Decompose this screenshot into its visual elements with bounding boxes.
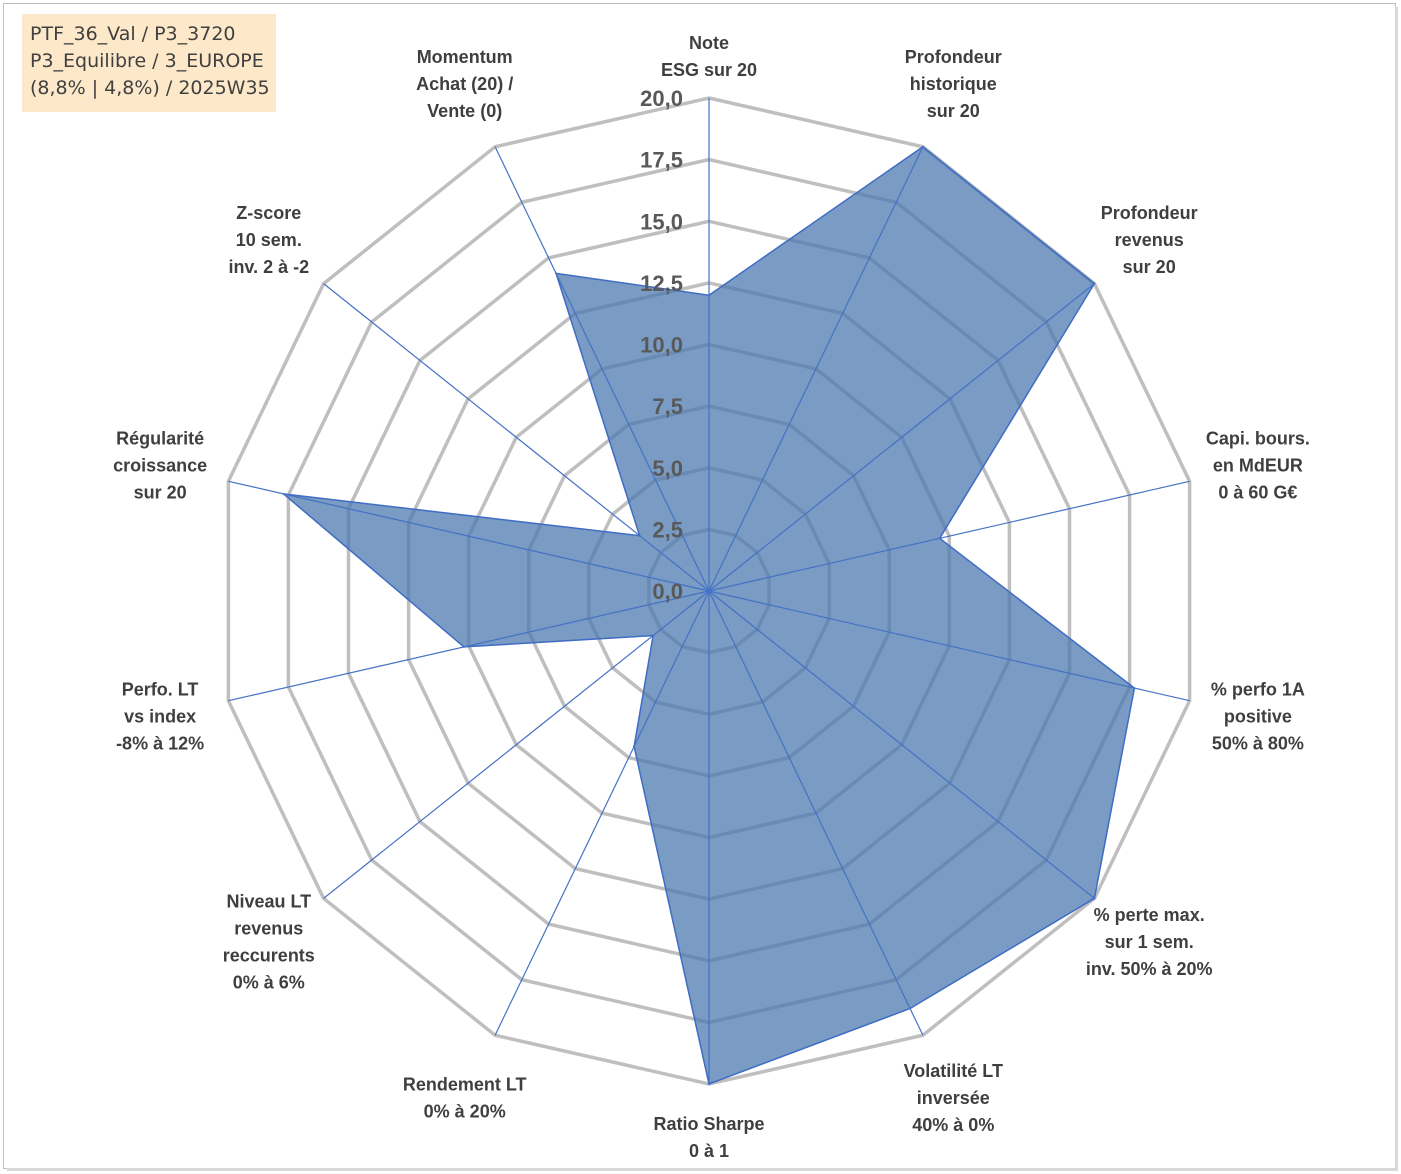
axis-label-line: en MdEUR [1213, 456, 1303, 476]
info-line-performance: (8,8% | 4,8%) / 2025W35 [30, 77, 270, 99]
info-box: PTF_36_Val / P3_3720 P3_Equilibre / 3_EU… [22, 14, 276, 112]
tick-label: 5,0 [652, 456, 683, 481]
axis-label-line: Niveau LT [226, 892, 311, 912]
axis-label: Niveau LT revenus reccurents 0% à 6% [223, 892, 315, 993]
axis-label-line: positive [1224, 706, 1292, 726]
axis-label: Régularité croissance sur 20 [113, 429, 207, 503]
axis-label-line: Vente (0) [427, 101, 502, 121]
tick-label: 2,5 [652, 517, 683, 542]
axis-label-line: inv. 2 à -2 [228, 257, 309, 277]
spoke-layer [228, 98, 1190, 1084]
axis-spoke [323, 283, 710, 592]
axis-label-line: ESG sur 20 [661, 60, 757, 80]
axis-spoke [708, 590, 1190, 702]
axis-label: Momentum Achat (20) / Vente (0) [416, 47, 513, 121]
axis-label-line: Z-score [236, 203, 301, 223]
axis-label-line: Momentum [417, 47, 513, 67]
axis-label: Ratio Sharpe 0 à 1 [653, 1114, 764, 1161]
axis-spoke [708, 590, 1095, 899]
axis-spoke [494, 146, 710, 592]
axis-label-line: vs index [124, 706, 196, 726]
axis-spoke [708, 146, 924, 592]
axis-label-line: Rendement LT [403, 1075, 527, 1095]
tick-label: 15,0 [640, 209, 683, 234]
axis-label-line: Capi. bours. [1206, 429, 1310, 449]
axis-label-line: 40% à 0% [912, 1115, 994, 1135]
info-line-profile: P3_Equilibre / 3_EUROPE [30, 50, 264, 72]
axis-label: Z-score 10 sem. inv. 2 à -2 [228, 203, 309, 277]
axis-spoke [228, 480, 710, 592]
axis-label-line: 50% à 80% [1212, 733, 1304, 753]
axis-label-line: Profondeur [905, 47, 1002, 67]
axis-label: % perte max. sur 1 sem. inv. 50% à 20% [1086, 905, 1213, 979]
axis-label-line: Volatilité LT [904, 1061, 1003, 1081]
axis-label-line: 0 à 60 G€ [1218, 483, 1297, 503]
axis-label-line: Perfo. LT [122, 679, 199, 699]
axis-label-line: inv. 50% à 20% [1086, 959, 1213, 979]
axis-label: Profondeur historique sur 20 [905, 47, 1002, 121]
tick-label: 0,0 [652, 579, 683, 604]
axis-label-line: 0% à 20% [424, 1102, 506, 1122]
axis-label-line: historique [910, 74, 997, 94]
axis-label-line: revenus [1115, 230, 1184, 250]
axis-spoke [494, 590, 710, 1036]
axis-spoke [708, 590, 924, 1036]
axis-label-line: revenus [234, 919, 303, 939]
axis-spoke [708, 283, 1095, 592]
axis-label-line: -8% à 12% [116, 733, 204, 753]
axis-spoke [708, 480, 1190, 592]
axis-label-line: Profondeur [1101, 203, 1198, 223]
axis-label-line: sur 20 [1123, 257, 1176, 277]
axis-label-line: inversée [917, 1088, 990, 1108]
axis-label-line: croissance [113, 456, 207, 476]
axis-label-line: sur 20 [134, 483, 187, 503]
tick-label: 20,0 [640, 86, 683, 111]
tick-label: 7,5 [652, 394, 683, 419]
axis-label-line: % perfo 1A [1211, 679, 1305, 699]
axis-label: Profondeur revenus sur 20 [1101, 203, 1198, 277]
axis-label-line: 0 à 1 [689, 1141, 729, 1161]
axis-label: Perfo. LT vs index -8% à 12% [116, 679, 204, 753]
axis-label-line: sur 20 [927, 101, 980, 121]
axis-spoke [323, 590, 710, 899]
axis-label: % perfo 1A positive 50% à 80% [1211, 679, 1305, 753]
axis-label-line: Régularité [116, 429, 204, 449]
axis-label: Note ESG sur 20 [661, 33, 757, 80]
tick-label: 12,5 [640, 271, 683, 296]
axis-label-line: % perte max. [1094, 905, 1205, 925]
axis-label-line: 0% à 6% [233, 973, 305, 993]
axis-label-line: reccurents [223, 946, 315, 966]
tick-label: 10,0 [640, 333, 683, 358]
axis-spoke [228, 590, 710, 702]
axis-label-line: sur 1 sem. [1105, 932, 1194, 952]
axis-labels: Note ESG sur 20 Profondeur historique sur 20… [113, 33, 1310, 1161]
axis-label-line: Achat (20) / [416, 74, 513, 94]
axis-label-line: Note [689, 33, 729, 53]
axis-label-line: Ratio Sharpe [653, 1114, 764, 1134]
axis-label: Capi. bours. en MdEUR 0 à 60 G€ [1206, 429, 1310, 503]
axis-label-line: 10 sem. [236, 230, 302, 250]
tick-label: 17,5 [640, 148, 683, 173]
info-line-portfolio: PTF_36_Val / P3_3720 [30, 23, 236, 45]
tick-labels: 0,0 2,5 5,0 7,5 10,0 12,5 15,0 17,5 20,0 [640, 86, 683, 604]
axis-label: Rendement LT 0% à 20% [403, 1075, 527, 1122]
axis-label: Volatilité LT inversée 40% à 0% [904, 1061, 1003, 1135]
